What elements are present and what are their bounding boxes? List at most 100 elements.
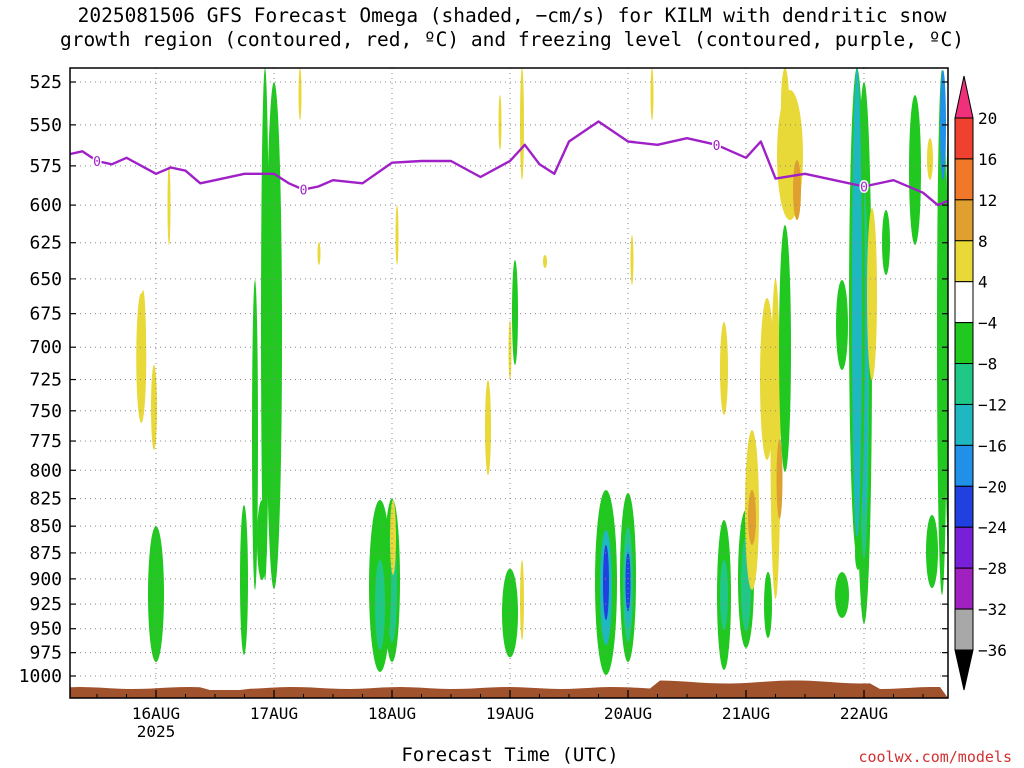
freezing-level-contour: 0 0 0 0 (70, 120, 948, 207)
y-tick-label: 600 (29, 195, 62, 216)
colorbar-segment (954, 526, 974, 569)
freezing-level-line (70, 120, 948, 207)
omega-region (793, 160, 801, 220)
y-tick-label: 900 (29, 569, 62, 590)
omega-region (927, 138, 933, 180)
y-tick-label: 575 (29, 156, 62, 177)
y-tick-label: 725 (29, 370, 62, 391)
omega-region (720, 560, 728, 630)
omega-region (298, 68, 302, 120)
omega-region (261, 68, 269, 580)
omega-region (167, 165, 171, 245)
freezing-level-label: 0 (300, 184, 308, 199)
y-tick-label: 1000 (19, 666, 62, 687)
colorbar-segment (954, 117, 974, 160)
y-tick-label: 675 (29, 304, 62, 325)
y-tick-label: 625 (29, 233, 62, 254)
terrain-band (70, 680, 948, 698)
colorbar-top-arrow (954, 75, 974, 119)
freezing-level-label: 0 (713, 139, 721, 154)
colorbar-label: 20 (978, 109, 997, 128)
colorbar-segment (954, 199, 974, 242)
y-tick-label: 750 (29, 401, 62, 422)
colorbar-label: −12 (978, 395, 1007, 414)
colorbar: 20 16 12 8 4 −4 −8 −12 −16 −20 −24 −28 −32 −36 (954, 75, 1007, 691)
x-tick-label: 19AUG (486, 704, 534, 723)
omega-region (252, 280, 258, 590)
y-axis: 525 550 575 600 625 650 675 700 725 750 775 800 825 8… (19, 72, 948, 687)
omega-region (240, 505, 248, 655)
x-axis-label: Forecast Time (UTC) (401, 744, 619, 766)
x-tick-year-label: 2025 (137, 722, 176, 741)
omega-region (266, 81, 282, 590)
omega-region (148, 526, 164, 663)
x-tick-label: 18AUG (368, 704, 416, 723)
colorbar-label: −28 (978, 559, 1007, 578)
omega-region (375, 560, 385, 650)
omega-region (508, 320, 512, 380)
y-tick-label: 550 (29, 115, 62, 136)
colorbar-segment (954, 363, 974, 405)
colorbar-bottom-arrow (954, 649, 974, 691)
colorbar-segment (954, 240, 974, 283)
colorbar-segment (954, 444, 974, 487)
omega-region (852, 68, 862, 540)
x-tick-label: 20AUG (604, 704, 652, 723)
x-tick-label: 21AUG (722, 704, 770, 723)
omega-region (748, 490, 756, 545)
colorbar-label: 8 (978, 232, 988, 251)
y-tick-label: 650 (29, 269, 62, 290)
colorbar-label: −32 (978, 600, 1007, 619)
omega-region (779, 225, 791, 472)
colorbar-label: 12 (978, 191, 997, 210)
y-tick-label: 775 (29, 431, 62, 452)
colorbar-segment (954, 485, 974, 528)
colorbar-label: −20 (978, 477, 1007, 496)
x-tick-label: 16AUG (132, 704, 180, 723)
chart-title-line-2: growth region (contoured, red, ºC) and f… (60, 28, 964, 51)
y-tick-label: 800 (29, 460, 62, 481)
omega-region-positive-core (776, 439, 783, 520)
freezing-level-label: 0 (93, 155, 101, 170)
colorbar-label: 4 (978, 273, 988, 292)
omega-region (650, 68, 654, 120)
y-tick-label: 875 (29, 543, 62, 564)
omega-region (543, 255, 547, 268)
omega-region (390, 500, 396, 575)
omega-region (760, 298, 774, 460)
chart-title-line-1: 2025081506 GFS Forecast Omega (shaded, −… (77, 4, 947, 27)
colorbar-label: −24 (978, 518, 1007, 537)
omega-region (520, 68, 524, 180)
omega-region (764, 572, 772, 638)
x-tick-label: 17AUG (250, 704, 298, 723)
terrain-fill (70, 680, 948, 698)
y-tick-label: 925 (29, 594, 62, 615)
omega-region (909, 95, 921, 245)
colorbar-segment (954, 567, 974, 610)
omega-region (502, 568, 518, 658)
x-tick-label: 22AUG (840, 704, 888, 723)
omega-region (926, 515, 938, 588)
omega-region (395, 205, 399, 265)
omega-region (855, 535, 861, 570)
colorbar-segment (954, 281, 974, 324)
colorbar-segment (954, 322, 974, 365)
chart-title: 2025081506 GFS Forecast Omega (shaded, −… (0, 4, 1024, 52)
omega-region (603, 545, 609, 620)
colorbar-label: −36 (978, 641, 1007, 660)
colorbar-segment (954, 403, 974, 446)
omega-region (512, 260, 518, 365)
y-tick-label: 850 (29, 516, 62, 537)
omega-shading (136, 68, 948, 675)
omega-region (520, 560, 524, 640)
colorbar-label: −16 (978, 436, 1007, 455)
y-tick-label: 525 (29, 72, 62, 93)
omega-region (140, 290, 146, 400)
omega-region-core (625, 552, 631, 612)
y-tick-label: 950 (29, 619, 62, 640)
omega-region (485, 380, 491, 475)
omega-region (867, 208, 877, 380)
plot-frame (69, 67, 949, 699)
